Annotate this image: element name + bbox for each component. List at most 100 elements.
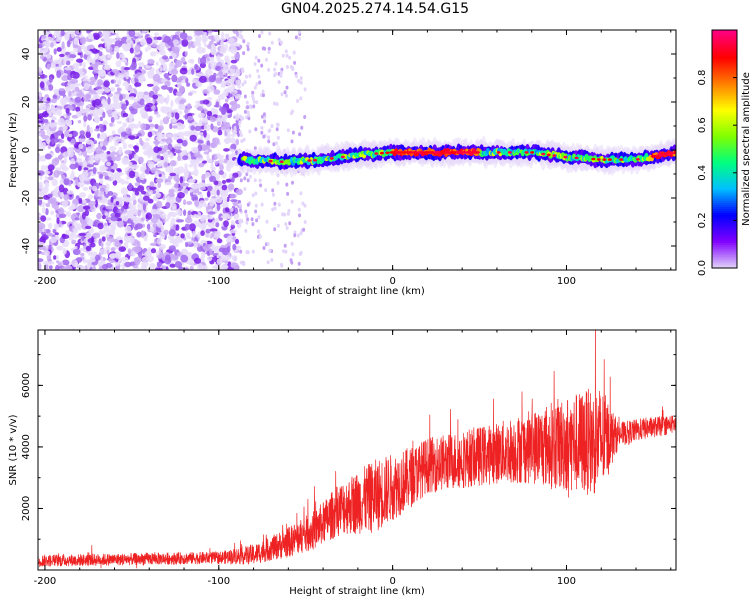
noise-blob (64, 156, 68, 164)
noise-blob (176, 219, 184, 223)
noise-blob (216, 55, 221, 62)
noise-blob (41, 234, 49, 241)
noise-blob (155, 61, 159, 66)
noise-blob (172, 125, 178, 129)
noise-blob (97, 230, 106, 235)
noise-blob (195, 73, 201, 77)
noise-blob (247, 116, 251, 121)
noise-blob (117, 169, 122, 173)
noise-blob (163, 73, 169, 79)
colorbar-cell (712, 121, 737, 124)
noise-blob (127, 248, 132, 253)
noise-blob (99, 178, 104, 184)
colorbar-tick-label: 0.6 (697, 117, 708, 133)
noise-blob (272, 142, 276, 147)
noise-blob (168, 211, 173, 216)
noise-blob (47, 222, 53, 229)
noise-blob (51, 178, 58, 187)
noise-blob (137, 185, 145, 192)
colorbar-cell (712, 79, 737, 83)
noise-blob (149, 226, 155, 233)
noise-blob (75, 111, 82, 117)
noise-blob (205, 228, 211, 234)
noise-blob (120, 131, 127, 137)
noise-blob (119, 53, 125, 59)
signal-peak (466, 151, 475, 154)
noise-blob (171, 74, 178, 83)
noise-blob (239, 178, 243, 183)
noise-blob (155, 178, 164, 183)
noise-blob (104, 64, 111, 71)
noise-blob (121, 157, 130, 165)
noise-blob (152, 214, 161, 218)
noise-blob (281, 53, 285, 58)
noise-blob (197, 57, 201, 65)
noise-blob (293, 60, 297, 65)
noise-blob (204, 53, 210, 58)
noise-blob (104, 222, 108, 227)
noise-blob (242, 39, 246, 44)
noise-blob (297, 79, 301, 83)
noise-blob (52, 94, 58, 100)
noise-blob (107, 54, 113, 59)
noise-blob (152, 153, 159, 162)
noise-blob (191, 146, 199, 153)
noise-blob (297, 30, 301, 34)
noise-blob (231, 176, 235, 183)
noise-blob (114, 242, 122, 247)
snr-panel: -200 -100 0 100 2000 4000 6000 Height of straig… (8, 329, 677, 597)
noise-blob (258, 234, 262, 239)
noise-blob (189, 188, 193, 193)
colorbar-tick-label: 0.0 (697, 260, 708, 276)
noise-blob (134, 245, 142, 253)
noise-blob (110, 116, 115, 124)
noise-blob (86, 146, 94, 154)
noise-blob (38, 222, 46, 230)
noise-blob (122, 215, 129, 222)
noise-blob (239, 133, 243, 137)
noise-blob (86, 38, 93, 43)
noise-blob (75, 83, 82, 87)
noise-blob (186, 201, 193, 205)
noise-blob (190, 125, 196, 131)
noise-blob (260, 130, 264, 135)
noise-blob (91, 185, 98, 192)
noise-blob (91, 58, 96, 65)
noise-blob (83, 115, 88, 122)
colorbar-cell (712, 232, 737, 235)
noise-blob (156, 44, 164, 51)
colorbar-cell (712, 69, 737, 73)
noise-blob (249, 105, 253, 110)
noise-blob (43, 250, 50, 256)
noise-blob (122, 81, 129, 87)
noise-blob (297, 36, 301, 41)
noise-blob (93, 112, 98, 118)
noise-blob (291, 252, 295, 257)
noise-blob (240, 260, 243, 265)
noise-blob (143, 150, 150, 156)
noise-blob (38, 141, 43, 148)
noise-blob (264, 188, 268, 193)
noise-blob (270, 40, 274, 45)
noise-blob (290, 199, 294, 204)
noise-blob (164, 182, 173, 186)
noise-blob (286, 211, 290, 216)
noise-blob (87, 238, 95, 244)
noise-blob (110, 79, 115, 84)
noise-blob (104, 212, 110, 217)
colorbar-cell (712, 145, 737, 148)
noise-blob (48, 84, 54, 91)
noise-blob (128, 117, 133, 123)
signal-peak (405, 151, 414, 154)
noise-blob (164, 218, 169, 222)
noise-blob (146, 223, 151, 230)
noise-blob (241, 82, 245, 87)
noise-blob (225, 178, 231, 183)
noise-blob (58, 88, 65, 92)
noise-blob (171, 203, 177, 210)
noise-blob (285, 85, 289, 90)
noise-blob (153, 111, 159, 115)
noise-blob (222, 80, 227, 88)
noise-blob (151, 105, 156, 111)
plot-frame (37, 329, 677, 571)
